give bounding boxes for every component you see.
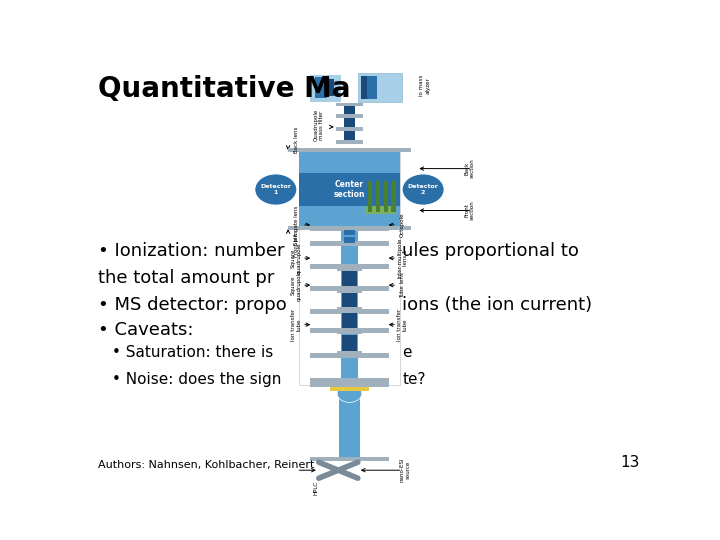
Text: Back lens: Back lens	[294, 126, 299, 153]
Bar	[288, 148, 411, 152]
Circle shape	[402, 174, 444, 205]
Bar	[384, 181, 388, 212]
Text: io mass
alyzer: io mass alyzer	[420, 75, 431, 96]
Bar	[310, 226, 389, 231]
Bar	[288, 226, 411, 230]
Circle shape	[337, 384, 361, 402]
Text: Square
quadrupole: Square quadrupole	[291, 242, 302, 274]
Text: Back
section: Back section	[464, 159, 474, 178]
Text: • Caveats:: • Caveats:	[99, 321, 194, 339]
Bar	[368, 181, 372, 212]
Bar	[342, 335, 357, 353]
Bar	[324, 79, 334, 96]
Text: Front lens: Front lens	[294, 230, 299, 257]
Bar	[337, 328, 361, 331]
Bar	[310, 75, 341, 102]
Text: Detector
1: Detector 1	[261, 184, 292, 195]
Bar	[310, 457, 389, 461]
Bar	[344, 229, 355, 235]
Text: ules proportional to: ules proportional to	[402, 241, 580, 260]
Bar	[300, 152, 400, 227]
Text: • Ionization: number: • Ionization: number	[99, 241, 285, 260]
Bar	[361, 76, 377, 99]
Text: Split gate lens: Split gate lens	[294, 205, 299, 245]
Text: 13: 13	[620, 455, 639, 470]
Bar	[310, 264, 389, 268]
Bar	[330, 386, 349, 391]
Text: Front
section: Front section	[464, 201, 474, 220]
Bar	[336, 103, 364, 106]
Bar	[336, 140, 364, 144]
Text: Quantitative Ma: Quantitative Ma	[99, 75, 351, 103]
Bar	[337, 307, 361, 310]
Bar	[310, 241, 389, 246]
Bar	[337, 309, 361, 312]
Bar	[337, 286, 361, 289]
Text: ions (the ion current): ions (the ion current)	[402, 295, 593, 314]
Bar	[349, 386, 369, 391]
Text: Octopole: Octopole	[400, 213, 405, 237]
Bar	[364, 179, 396, 214]
Bar	[300, 148, 400, 385]
Bar	[344, 106, 355, 144]
Bar	[376, 181, 380, 212]
Bar	[310, 378, 389, 383]
Bar	[300, 173, 400, 206]
Bar	[341, 148, 359, 385]
Bar	[315, 77, 327, 98]
Bar	[342, 313, 357, 329]
Bar	[310, 353, 389, 358]
Text: Authors: Nahnsen, Kohlbacher, Reinert: Authors: Nahnsen, Kohlbacher, Reinert	[99, 460, 315, 470]
Bar	[310, 328, 389, 333]
Bar	[392, 181, 396, 212]
Bar	[342, 294, 357, 308]
Text: Quadrupole
mass filter: Quadrupole mass filter	[313, 109, 324, 141]
Text: nano-ESI
source: nano-ESI source	[400, 458, 410, 482]
Text: HPLC: HPLC	[313, 481, 318, 495]
Text: Center
section: Center section	[334, 180, 365, 199]
Bar	[339, 393, 359, 460]
Text: Ion transfer
tube: Ion transfer tube	[291, 309, 302, 341]
Bar	[310, 383, 389, 387]
Text: e: e	[402, 346, 412, 361]
Text: te?: te?	[402, 373, 426, 388]
Bar	[361, 76, 367, 99]
Text: • Noise: does the sign: • Noise: does the sign	[112, 373, 282, 388]
Text: Ion transfer
tube: Ion transfer tube	[397, 309, 408, 341]
Text: Inter-multipole
lens 1: Inter-multipole lens 1	[397, 238, 408, 278]
Bar	[336, 114, 364, 118]
Bar	[227, 65, 472, 481]
Text: • Saturation: there is: • Saturation: there is	[112, 346, 274, 361]
Bar	[337, 331, 361, 334]
Bar	[337, 267, 361, 271]
Bar	[336, 127, 364, 131]
Bar	[344, 237, 355, 243]
Bar	[310, 309, 389, 314]
Text: Detector
2: Detector 2	[408, 184, 438, 195]
Bar	[342, 272, 357, 287]
Text: the total amount pr: the total amount pr	[99, 268, 275, 287]
Text: • MS detector: propo: • MS detector: propo	[99, 295, 287, 314]
Bar	[310, 286, 389, 292]
Text: Square
quadrupole: Square quadrupole	[291, 269, 302, 301]
Bar	[358, 73, 402, 102]
Bar	[337, 352, 361, 355]
Circle shape	[255, 174, 297, 205]
Bar	[337, 289, 361, 293]
Text: Tube lens: Tube lens	[400, 272, 405, 298]
